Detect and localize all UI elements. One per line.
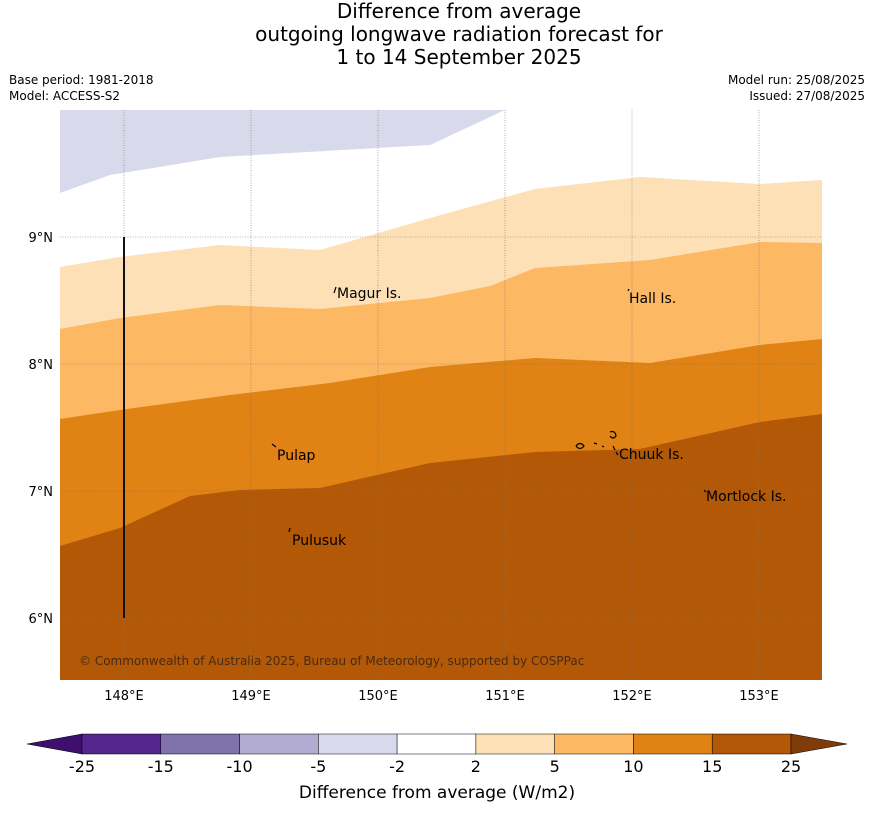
colorbar-segment [475, 733, 555, 755]
model-name: Model: ACCESS-S2 [9, 89, 121, 103]
lat-label-9n: 9°N [29, 231, 54, 246]
colorbar-segment [633, 733, 713, 755]
lon-label-151e: 151°E [485, 689, 525, 704]
label-pulap: Pulap [277, 448, 316, 464]
label-pulusuk: Pulusuk [292, 533, 347, 549]
colorbar-label: Difference from average (W/m2) [299, 783, 575, 803]
title-line-2: outgoing longwave radiation forecast for [255, 22, 663, 46]
colorbar-ticks: -25 -15 -10 -5 -2 2 5 10 15 25 [69, 757, 801, 776]
colorbar-tick-label: -2 [389, 757, 405, 776]
copyright-text: © Commonwealth of Australia 2025, Bureau… [79, 654, 584, 668]
model-run: Model run: 25/08/2025 [727, 73, 865, 87]
colorbar-tick-label: -25 [69, 757, 95, 776]
chart-title: Difference from average outgoing longwav… [0, 0, 873, 69]
lat-label-7n: 7°N [29, 485, 54, 500]
lon-label-149e: 149°E [231, 689, 271, 704]
colorbar-segments [81, 733, 792, 755]
colorbar-segment [711, 733, 792, 755]
lon-label-152e: 152°E [612, 689, 652, 704]
island-pulusuk [288, 527, 291, 533]
band-negative [60, 110, 505, 193]
label-chuuk: Chuuk Is. [619, 447, 684, 463]
colorbar-segment [160, 733, 240, 755]
title-line-1: Difference from average [336, 0, 582, 23]
lon-label-148e: 148°E [104, 689, 144, 704]
band-15-25 [60, 414, 822, 680]
lon-label-150e: 150°E [358, 689, 398, 704]
map-area[interactable]: Magur Is. Hall Is. Pulap Chuuk Is. Mortl… [60, 110, 822, 680]
island-markers [271, 286, 707, 533]
label-mortlock: Mortlock Is. [706, 489, 786, 505]
island-chuuk [575, 430, 619, 456]
lon-label-153e: 153°E [739, 689, 779, 704]
colorbar-tick-label: 10 [623, 757, 643, 776]
colorbar-segment [396, 733, 477, 755]
colorbar-segment [554, 733, 634, 755]
title-line-3: 1 to 14 September 2025 [336, 45, 582, 69]
colorbar-extension-low [26, 733, 83, 755]
colorbar-segment [318, 733, 398, 755]
island-pulap [271, 443, 277, 448]
island-magur [333, 286, 337, 294]
colorbar: -25 -15 -10 -5 -2 2 5 10 15 25 Difference from av… [26, 733, 848, 803]
colorbar-tick-label: 5 [550, 757, 560, 776]
label-hall: Hall Is. [629, 291, 676, 307]
label-magur: Magur Is. [337, 286, 402, 302]
base-period: Base period: 1981-2018 [9, 73, 154, 87]
lat-label-8n: 8°N [29, 358, 54, 373]
colorbar-tick-label: -5 [310, 757, 326, 776]
lat-label-6n: 6°N [29, 612, 54, 627]
meta-right: Model run: 25/08/2025 Issued: 27/08/2025 [728, 72, 865, 104]
colorbar-segment [239, 733, 319, 755]
meta-left: Base period: 1981-2018 Model: ACCESS-S2 [9, 72, 154, 104]
colorbar-tick-label: 25 [781, 757, 801, 776]
colorbar-extension-high [790, 733, 848, 755]
colorbar-tick-label: 2 [471, 757, 481, 776]
island-hall [627, 288, 630, 292]
issued-date: Issued: 27/08/2025 [749, 89, 865, 103]
colorbar-tick-label: 15 [702, 757, 722, 776]
colorbar-segment [81, 733, 162, 755]
colorbar-tick-label: -15 [148, 757, 174, 776]
island-mortlock [703, 489, 707, 493]
colorbar-tick-label: -10 [226, 757, 252, 776]
